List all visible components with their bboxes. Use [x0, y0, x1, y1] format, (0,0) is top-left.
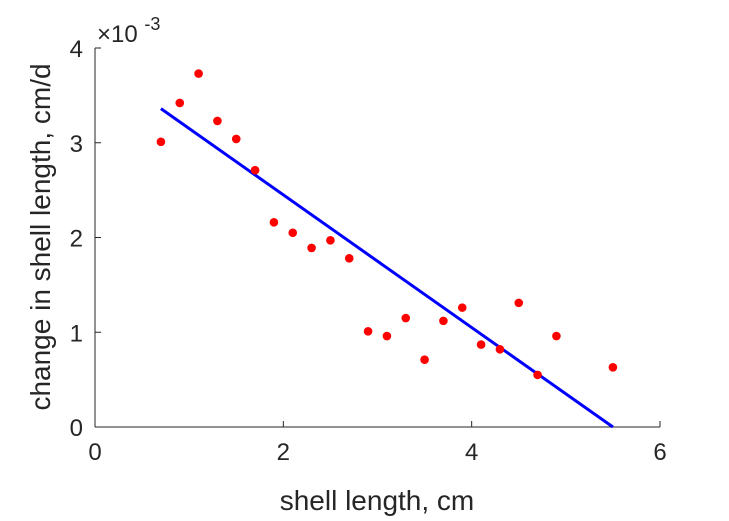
x-axis-label: shell length, cm	[280, 485, 475, 516]
data-point	[344, 254, 354, 263]
data-point	[476, 340, 486, 349]
y-multiplier: ×10 -3	[97, 14, 160, 48]
data-point	[307, 243, 316, 253]
data-layer	[156, 69, 618, 429]
data-point	[420, 355, 429, 365]
data-point	[288, 228, 298, 238]
data-point	[213, 116, 222, 126]
data-point	[608, 363, 618, 372]
y-ticks: 0 1 2 3 4	[70, 36, 101, 442]
data-point	[250, 165, 260, 175]
y-tick-label: 2	[70, 226, 83, 253]
data-point	[401, 313, 411, 323]
data-point	[514, 298, 524, 308]
y-multiplier-exponent: -3	[144, 14, 160, 34]
data-point	[495, 345, 505, 354]
x-ticks: 0 2 4 6	[88, 421, 667, 466]
y-tick-label: 4	[70, 36, 83, 63]
y-axis-label: change in shell length, cm/d	[25, 63, 56, 410]
data-point	[382, 331, 392, 341]
data-point	[175, 98, 185, 108]
data-point	[363, 327, 373, 336]
y-tick-label: 0	[70, 415, 83, 442]
data-point	[156, 137, 166, 147]
y-multiplier-base: ×10	[97, 21, 138, 48]
data-point	[533, 370, 542, 380]
data-point	[439, 316, 448, 326]
data-point	[194, 69, 203, 78]
data-point	[231, 134, 241, 144]
data-point	[552, 331, 561, 341]
data-point	[326, 236, 335, 245]
y-tick-label: 1	[70, 320, 83, 347]
x-tick-label: 4	[465, 439, 478, 466]
data-point	[457, 303, 467, 312]
fit-line	[160, 107, 614, 429]
data-point	[269, 218, 279, 227]
x-tick-label: 0	[88, 439, 101, 466]
y-tick-label: 3	[70, 131, 83, 158]
x-tick-label: 6	[653, 439, 666, 466]
x-tick-label: 2	[277, 439, 290, 466]
